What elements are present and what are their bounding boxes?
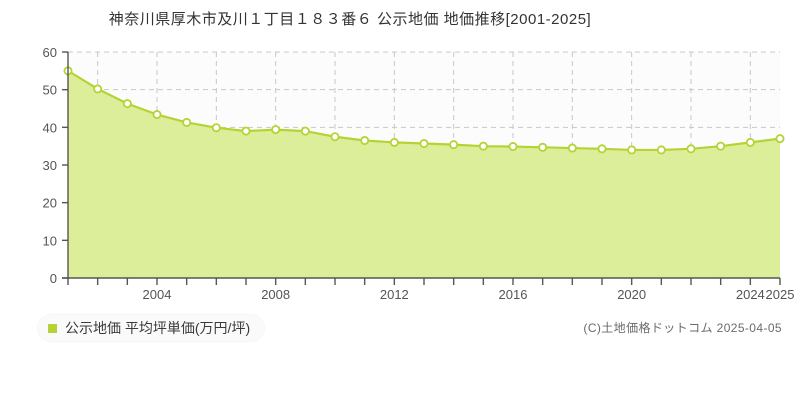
- legend-item-label: 公示地価 平均坪単価(万円/坪): [65, 320, 251, 336]
- data-point-marker: [241, 126, 251, 136]
- y-tick-label: 0: [50, 271, 57, 286]
- copyright-credit: (C)土地価格ドットコム 2025-04-05: [583, 321, 782, 335]
- legend-swatch-icon: [48, 323, 57, 333]
- data-point-marker: [122, 99, 132, 109]
- x-tick-label: 2016: [499, 287, 528, 302]
- x-tick-label: 2012: [380, 287, 409, 302]
- data-point-marker: [508, 142, 518, 152]
- series-area: [68, 70, 780, 278]
- data-point-marker: [538, 142, 548, 152]
- y-tick-label: 30: [43, 158, 57, 173]
- page-title: 神奈川県厚木市及川１丁目１８３番６ 公示地価 地価推移[2001-2025]: [108, 11, 592, 28]
- data-point-marker: [360, 136, 370, 146]
- y-tick-label: 50: [43, 83, 57, 98]
- data-point-marker: [93, 84, 103, 94]
- data-point-marker: [152, 110, 162, 120]
- data-point-marker: [271, 125, 281, 135]
- y-tick-label: 10: [43, 233, 57, 248]
- data-point-marker: [567, 143, 577, 153]
- data-point-marker: [449, 140, 459, 150]
- data-point-marker: [211, 123, 221, 133]
- data-point-marker: [627, 145, 637, 155]
- data-point-marker: [330, 132, 340, 142]
- data-point-marker: [478, 141, 488, 151]
- data-point-marker: [419, 139, 429, 149]
- data-point-marker: [775, 134, 785, 144]
- data-point-marker: [182, 117, 192, 127]
- x-tick-label: 2004: [143, 287, 172, 302]
- y-tick-label: 40: [43, 120, 57, 135]
- y-tick-label: 20: [43, 196, 57, 211]
- x-tick-label: 2008: [261, 287, 290, 302]
- data-point-marker: [597, 144, 607, 154]
- data-point-marker: [300, 126, 310, 136]
- chart-legend[interactable]: 公示地価 平均坪単価(万円/坪): [38, 315, 265, 341]
- x-tick-label: 2025: [766, 287, 795, 302]
- data-point-marker: [716, 141, 726, 151]
- y-tick-label: 60: [43, 45, 57, 60]
- data-point-marker: [745, 137, 755, 147]
- data-point-marker: [656, 145, 666, 155]
- data-point-marker: [389, 137, 399, 147]
- x-tick-label: 2024: [736, 287, 765, 302]
- x-tick-label: 2020: [617, 287, 646, 302]
- data-point-marker: [686, 144, 696, 154]
